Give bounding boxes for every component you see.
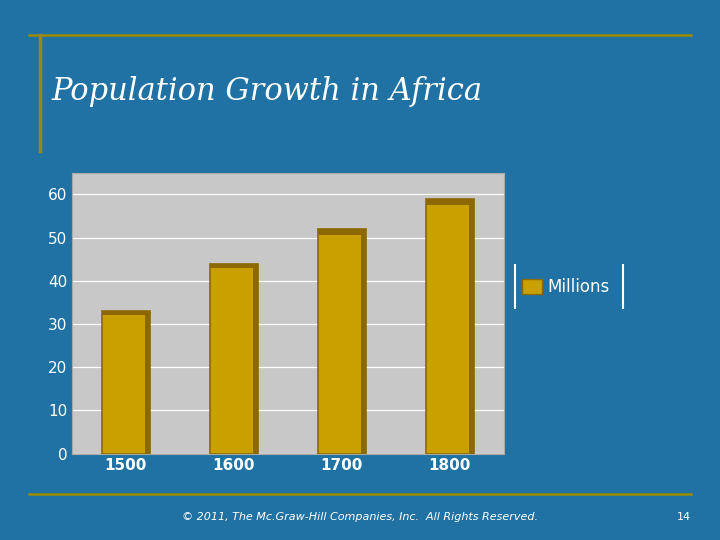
Bar [210,264,258,454]
Text: 14: 14 [677,512,691,522]
Bar [426,199,474,454]
Bar [361,229,366,454]
Text: © 2011, The Mc.Graw-Hill Companies, Inc.  All Rights Reserved.: © 2011, The Mc.Graw-Hill Companies, Inc.… [182,512,538,522]
Bar [318,229,366,454]
Bar [253,264,258,454]
Bar [102,311,150,454]
Bar [145,311,150,454]
Bar [469,199,474,454]
Text: Millions: Millions [547,278,609,296]
Bar [426,199,474,205]
Bar [210,264,258,268]
Bar [102,311,150,315]
Text: Population Growth in Africa: Population Growth in Africa [52,76,483,107]
Bar [318,229,366,234]
